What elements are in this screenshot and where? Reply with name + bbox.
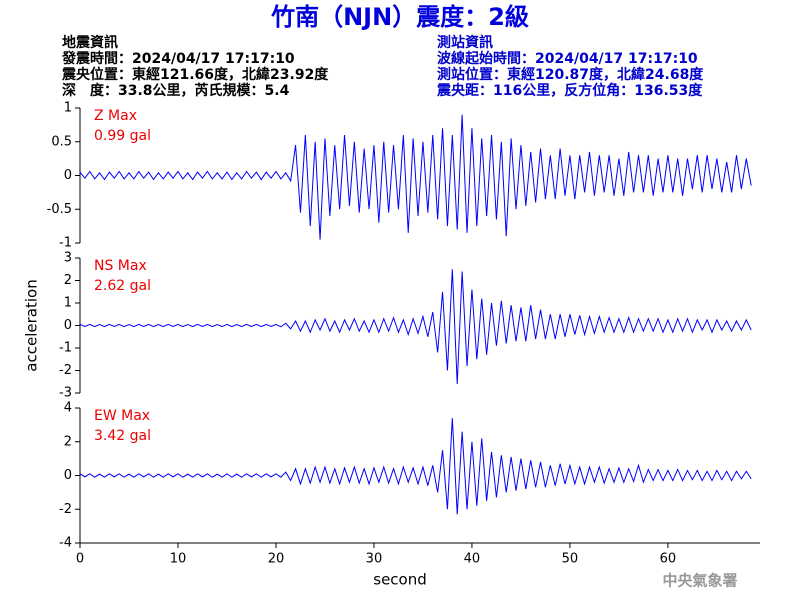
info-left: 震央位置：東經121.66度，北緯23.92度	[61, 66, 329, 83]
info-left: 發震時間：2024/04/17 17:17:10	[61, 50, 295, 67]
info-left: 深 度：33.8公里，芮氏規模：5.4	[62, 82, 290, 99]
y-tick-label: 0.5	[51, 134, 72, 149]
y-tick-label: 0	[64, 318, 72, 333]
x-tick-label: 40	[464, 552, 481, 567]
x-tick-label: 60	[660, 552, 677, 567]
y-tick-label: -2	[59, 363, 72, 378]
max-label: EW Max	[94, 408, 150, 424]
max-label: Z Max	[94, 108, 137, 124]
info-right: 波線起始時間：2024/04/17 17:17:10	[437, 50, 698, 67]
y-tick-label: 0	[64, 468, 72, 483]
max-label: NS Max	[94, 258, 147, 274]
waveform	[79, 269, 752, 385]
waveform	[79, 114, 752, 240]
y-tick-label: 0	[64, 168, 72, 183]
max-label: 3.42 gal	[94, 428, 151, 444]
info-left: 地震資訊	[62, 34, 118, 51]
y-tick-label: -1	[59, 341, 72, 356]
y-tick-label: -2	[59, 502, 72, 517]
y-tick-label: 2	[64, 434, 72, 449]
x-tick-label: 0	[76, 552, 84, 567]
y-tick-label: 1	[64, 101, 72, 116]
y-tick-label: -0.5	[47, 202, 72, 217]
y-tick-label: 2	[64, 273, 72, 288]
max-label: 0.99 gal	[94, 128, 151, 144]
x-axis-title: second	[373, 571, 427, 589]
y-tick-label: 1	[64, 296, 72, 311]
y-tick-label: 4	[64, 401, 72, 416]
waveform	[79, 418, 752, 515]
y-tick-label: -3	[59, 386, 72, 401]
y-tick-label: -4	[59, 536, 72, 551]
info-right: 測站位置：東經120.87度，北緯24.68度	[437, 66, 704, 83]
y-tick-label: 3	[64, 251, 72, 266]
title: 竹南（NJN）震度：2級	[270, 3, 529, 31]
x-tick-label: 20	[268, 552, 285, 567]
max-label: 2.62 gal	[94, 278, 151, 294]
info-right: 震央距：116公里，反方位角：136.53度	[436, 82, 703, 99]
info-right: 測站資訊	[437, 34, 493, 51]
x-tick-label: 10	[170, 552, 187, 567]
watermark: 中央氣象署	[662, 572, 737, 590]
y-tick-label: -1	[59, 236, 72, 251]
x-tick-label: 30	[366, 552, 383, 567]
x-tick-label: 50	[562, 552, 579, 567]
y-axis-title: acceleration	[23, 279, 41, 371]
